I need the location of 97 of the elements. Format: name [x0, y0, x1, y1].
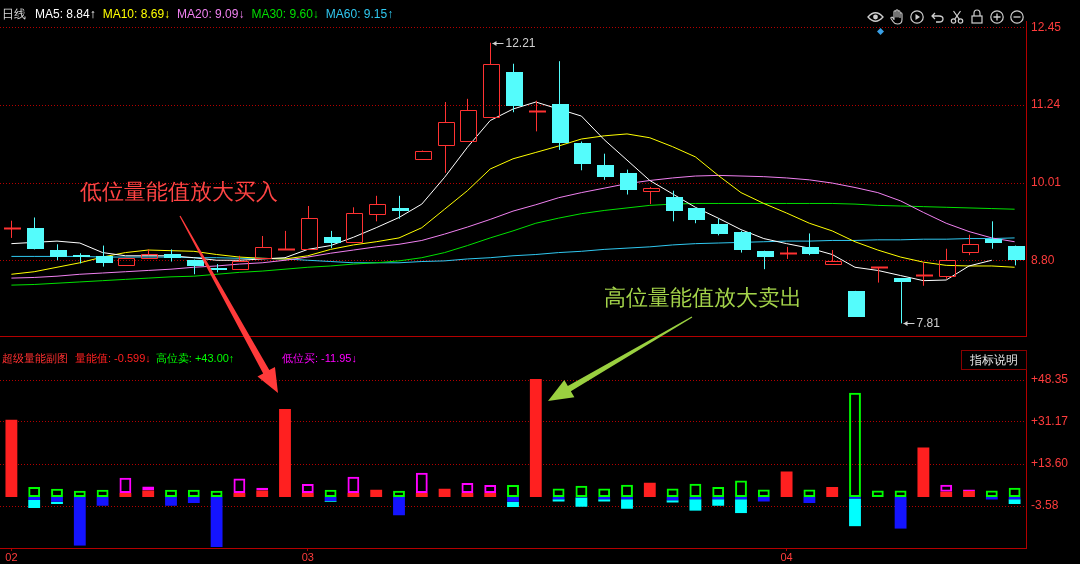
bar [621, 497, 633, 500]
candlestick [460, 98, 477, 142]
candlestick [939, 248, 956, 280]
annotation: 低位量能值放大买入 [80, 179, 278, 205]
text: 高位卖: +43.00↑ [155, 352, 235, 365]
candlestick [506, 63, 523, 113]
text: 量能值: -0.599↓ [75, 352, 151, 365]
candlestick [438, 101, 455, 174]
candlestick [96, 245, 113, 268]
candlestick [825, 249, 842, 265]
bar [28, 497, 41, 500]
candlestick [962, 234, 979, 256]
bar [96, 497, 109, 506]
text: MA20: 9.09↓ [177, 7, 245, 22]
bar [438, 488, 451, 498]
bar [803, 497, 816, 504]
candlestick [871, 266, 888, 284]
text: MA60: 9.15↑ [325, 7, 394, 22]
bar [393, 497, 405, 516]
candlestick [643, 186, 660, 205]
annotation: 7.81 [916, 315, 941, 330]
bar [256, 490, 269, 498]
text-button: 指标说明 [961, 350, 1027, 370]
candlestick [597, 153, 614, 181]
bar [484, 492, 497, 498]
bar [735, 497, 747, 500]
bar [507, 497, 519, 502]
bar [187, 497, 200, 504]
bar [735, 499, 747, 514]
text: MA30: 9.60↓ [251, 7, 319, 22]
text: MA5: 8.84↑ [35, 7, 96, 22]
chart-title: 超级量能副图 [2, 352, 68, 365]
bar [917, 447, 930, 498]
candlestick [985, 220, 1002, 250]
y-tick-label: 10.01 [1031, 175, 1062, 190]
y-tick-label: -3.58 [1031, 498, 1059, 513]
bar [28, 499, 41, 508]
candlestick [301, 205, 318, 250]
bar [370, 489, 383, 498]
bar [1008, 499, 1021, 505]
text: 低位买: -11.95↓ [282, 352, 357, 365]
bar [142, 490, 155, 498]
x-tick-label: 04 [780, 550, 793, 563]
bar [415, 492, 428, 498]
candlestick [255, 235, 272, 259]
bar [689, 497, 702, 500]
bar [279, 408, 291, 498]
y-tick-label: +31.17 [1031, 413, 1069, 428]
candlestick [552, 60, 569, 151]
bar [165, 497, 177, 506]
bar [529, 378, 542, 498]
candlestick [50, 243, 67, 261]
bar [51, 497, 63, 502]
y-tick-label: 8.80 [1031, 252, 1055, 267]
candlestick [529, 100, 546, 132]
bar [210, 497, 223, 548]
x-tick-label: 02 [5, 550, 18, 563]
chart-title: 日线 [2, 7, 26, 22]
bar [757, 497, 770, 502]
bar [963, 490, 975, 498]
bar [712, 497, 725, 500]
x-tick-label: 03 [301, 550, 314, 563]
bar [5, 419, 18, 498]
bar [894, 497, 907, 529]
bar [826, 487, 839, 498]
candlestick [324, 230, 341, 249]
bar [780, 471, 793, 498]
bar [507, 501, 519, 507]
bar [940, 491, 953, 498]
candlestick [916, 261, 933, 287]
y-tick-label: +48.35 [1031, 372, 1069, 387]
candlestick [27, 217, 44, 249]
candlestick [392, 195, 409, 220]
y-tick-label: +13.60 [1031, 456, 1069, 471]
annotation: 高位量能值放大卖出 [604, 285, 802, 311]
annotation: 12.21 [505, 35, 536, 50]
y-tick-label: 11.24 [1031, 96, 1061, 111]
bar [849, 498, 861, 527]
bar [119, 492, 132, 498]
bar [73, 497, 86, 546]
candlestick [802, 232, 819, 256]
bar [347, 492, 360, 498]
y-tick-label: 12.45 [1031, 19, 1062, 34]
candlestick [141, 248, 158, 259]
text: MA10: 8.69↓ [102, 7, 171, 22]
bar [233, 492, 246, 498]
candlestick [164, 248, 181, 263]
bar [689, 499, 702, 511]
bar [301, 492, 314, 498]
candlestick [346, 206, 363, 243]
bar [643, 482, 656, 498]
bar [712, 499, 725, 506]
bar [1008, 497, 1021, 500]
bar [461, 492, 474, 498]
bar [621, 499, 633, 509]
candlestick [278, 230, 295, 251]
bar [575, 497, 588, 507]
